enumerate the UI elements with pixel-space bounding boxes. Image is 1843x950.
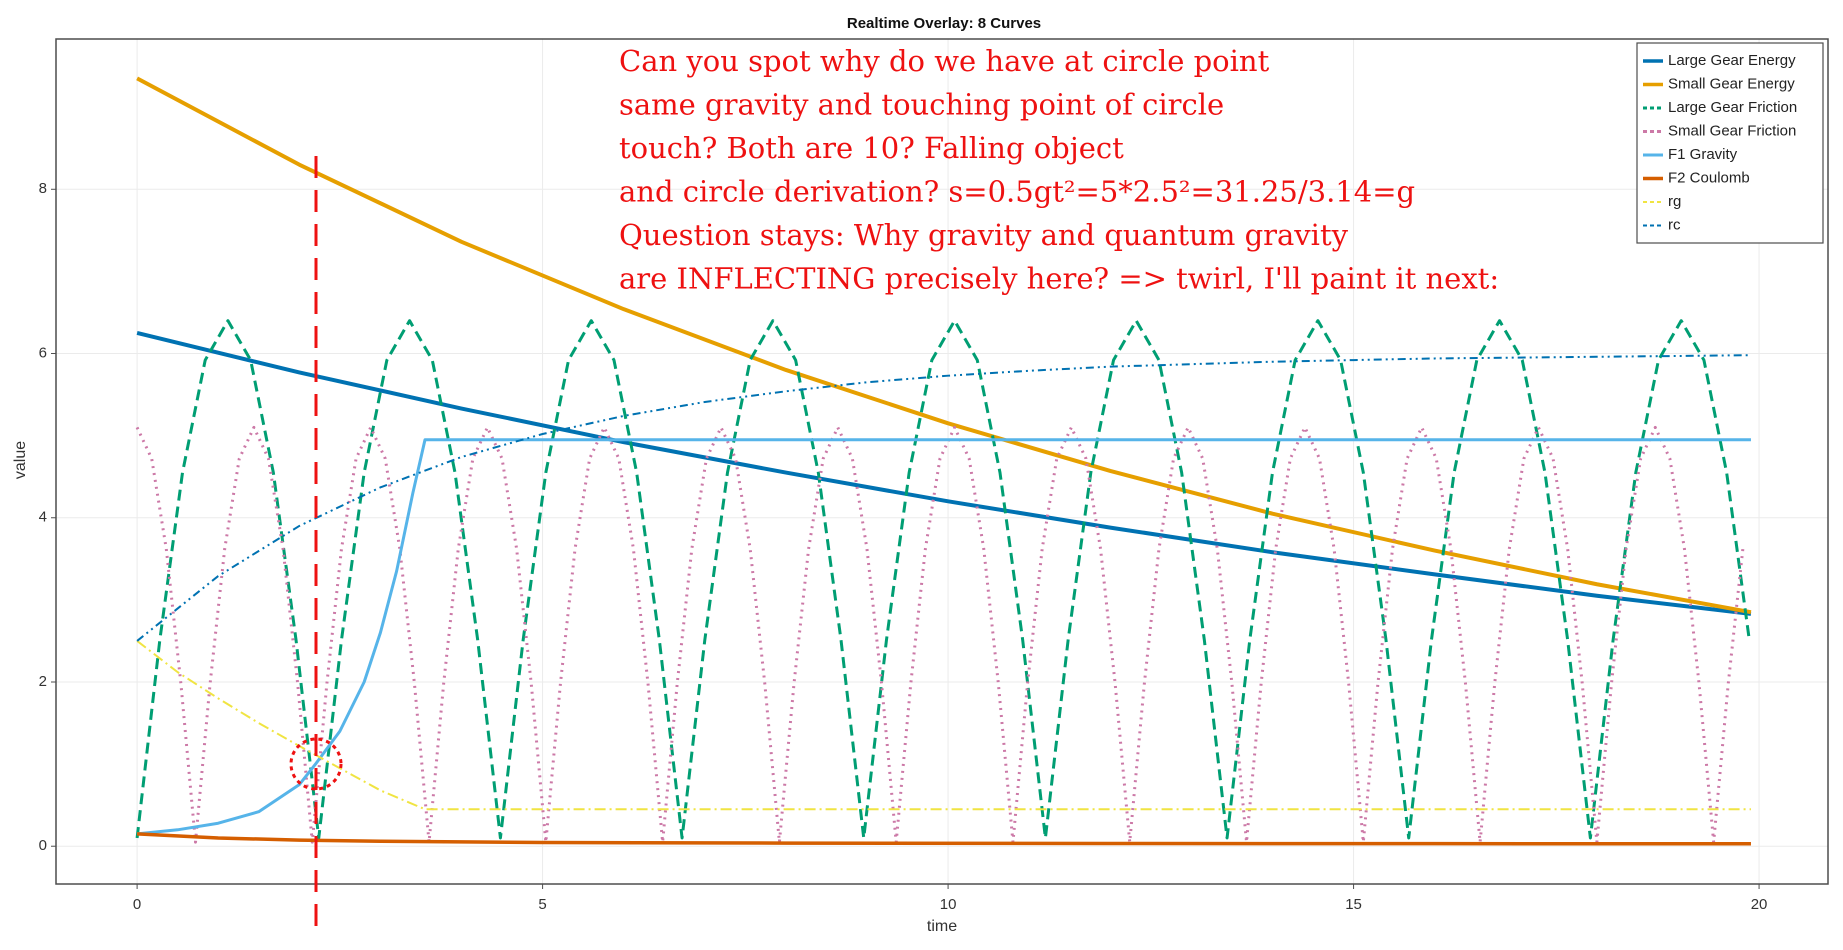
x-tick-label: 20	[1751, 896, 1768, 913]
grid	[56, 39, 1828, 884]
legend-label: Large Gear Friction	[1668, 99, 1797, 116]
y-tick-label: 2	[39, 673, 47, 690]
series-line	[136, 354, 1751, 642]
series-line	[136, 438, 1751, 836]
x-tick-label: 0	[133, 896, 141, 913]
chart-title: Realtime Overlay: 8 Curves	[847, 15, 1041, 32]
x-tick-label: 15	[1345, 896, 1362, 913]
annotation-line: Can you spot why do we have at circle po…	[619, 44, 1270, 78]
series-line	[136, 331, 1752, 616]
legend-label: Large Gear Energy	[1668, 52, 1796, 69]
x-tick-label: 10	[940, 896, 957, 913]
y-axis-label: value	[12, 441, 29, 479]
annotation-line: are INFLECTING precisely here? => twirl,…	[619, 262, 1499, 296]
x-tick-label: 5	[538, 896, 546, 913]
legend-label: rc	[1668, 216, 1681, 233]
legend: Large Gear Energy Small Gear Energy Large …	[1636, 42, 1824, 244]
plot-lines	[135, 76, 1752, 846]
plot-frame	[55, 38, 1829, 885]
y-tick-label: 0	[39, 837, 47, 854]
legend-box	[1636, 42, 1824, 244]
legend-label: rg	[1668, 193, 1681, 210]
series-line	[136, 76, 1752, 615]
series-line	[137, 832, 1751, 846]
legend-label: F1 Gravity	[1668, 146, 1738, 163]
legend-label: Small Gear Energy	[1668, 75, 1795, 92]
x-axis-label: time	[927, 918, 957, 935]
series-line	[135, 319, 1751, 840]
annotation-line: Question stays: Why gravity and quantum …	[619, 218, 1349, 252]
legend-label: Small Gear Friction	[1668, 122, 1796, 139]
legend-label: F2 Coulomb	[1668, 169, 1750, 186]
series-line	[135, 425, 1745, 844]
annotation-line: same gravity and touching point of circl…	[619, 88, 1224, 122]
y-tick-label: 6	[39, 344, 47, 361]
y-tick-label: 4	[39, 509, 47, 526]
y-tick-label: 8	[39, 180, 47, 197]
annotation: Can you spot why do we have at circle po…	[619, 44, 1499, 296]
marker-circle	[289, 737, 343, 791]
annotation-line: and circle derivation? s=0.5gt²=5*2.5²=3…	[619, 175, 1415, 209]
axes: 0 5 10 15 20 0 2 4 6 8	[39, 180, 1768, 913]
annotation-line: touch? Both are 10? Falling object	[619, 131, 1124, 165]
